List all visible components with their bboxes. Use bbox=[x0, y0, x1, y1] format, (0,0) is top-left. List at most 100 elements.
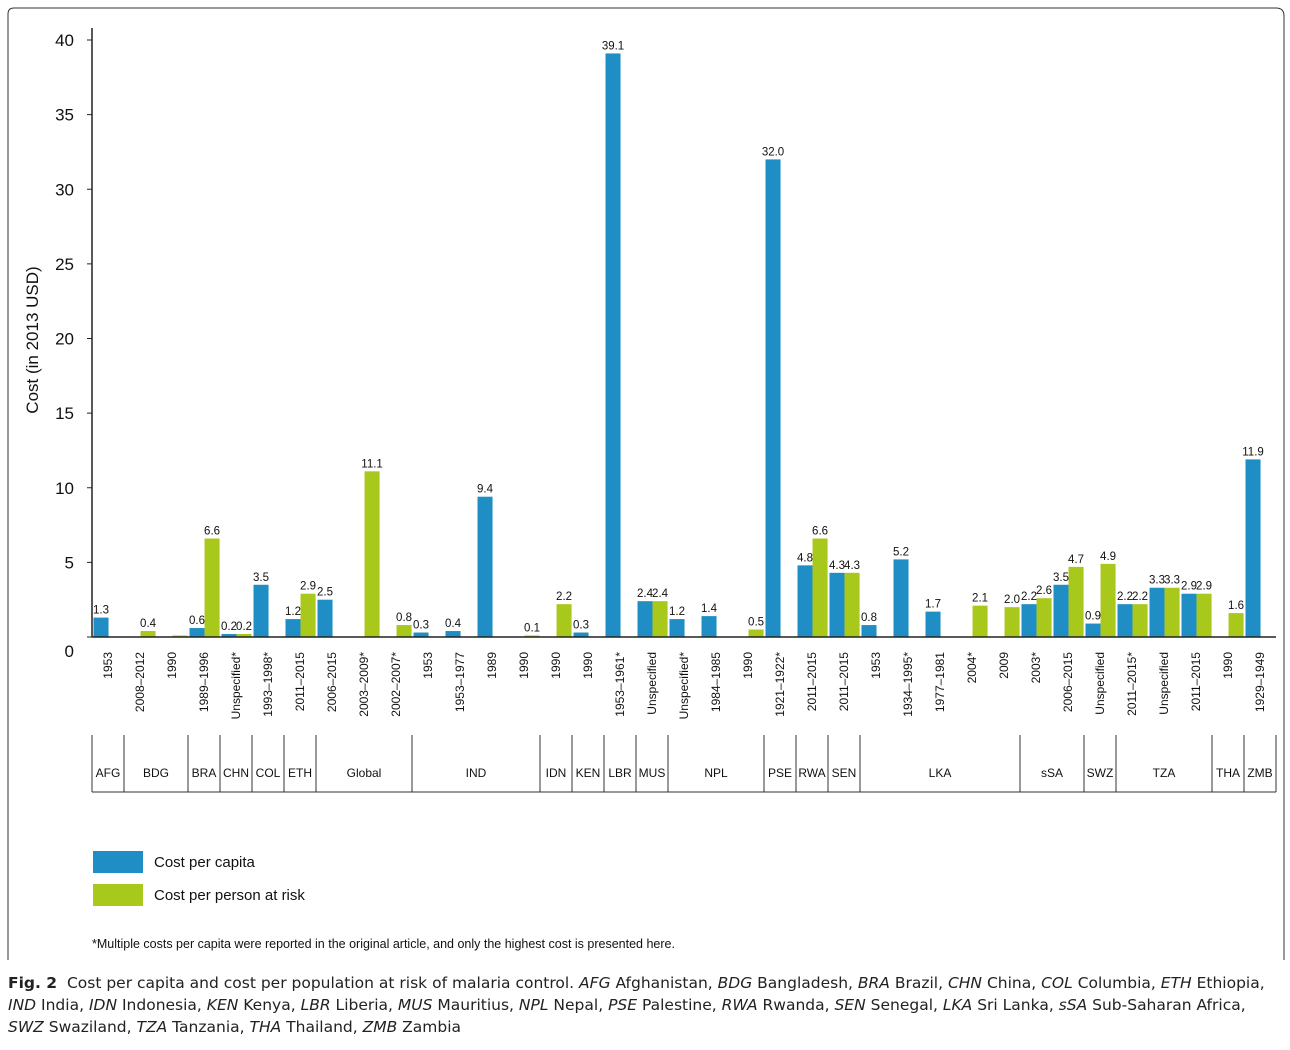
bar-cost-per-capita bbox=[413, 632, 429, 637]
abbreviation-code: ZMB bbox=[362, 1018, 398, 1036]
footnote: *Multiple costs per capita were reported… bbox=[92, 937, 675, 951]
bar-cost-per-person-at-risk bbox=[1228, 613, 1244, 637]
abbreviation-code: MUS bbox=[397, 996, 433, 1014]
abbreviation-meaning: China, bbox=[982, 974, 1042, 992]
abbreviation-meaning: Ethiopia, bbox=[1191, 974, 1265, 992]
group-label: PSE bbox=[768, 766, 792, 780]
x-tick-label: 1921–1922* bbox=[773, 652, 787, 717]
x-tick-label: 2006–2015 bbox=[325, 652, 339, 712]
abbreviation-code: LKA bbox=[942, 996, 973, 1014]
abbreviation-meaning: Nepal, bbox=[548, 996, 609, 1014]
abbreviation: BRA Brazil, bbox=[858, 974, 948, 992]
abbreviation-meaning: Bangladesh, bbox=[752, 974, 858, 992]
bar-value-label: 0.3 bbox=[413, 620, 429, 632]
bar-cost-per-person-at-risk bbox=[364, 471, 380, 637]
bar-value-label: 2.4 bbox=[637, 588, 654, 600]
group-label: SEN bbox=[832, 766, 857, 780]
abbreviation: KEN Kenya, bbox=[207, 996, 301, 1014]
abbreviation: sSA Sub-Saharan Africa, bbox=[1059, 996, 1246, 1014]
bar-cost-per-capita bbox=[765, 159, 781, 637]
x-tick-label: 2006–2015 bbox=[1061, 652, 1075, 712]
x-tick-label: 1953–1977 bbox=[453, 652, 467, 712]
group-label: sSA bbox=[1041, 766, 1063, 780]
x-tick-label: 2011–2015* bbox=[1125, 652, 1139, 716]
bar-value-label: 6.6 bbox=[812, 525, 828, 537]
bar-value-label: 4.3 bbox=[829, 560, 845, 572]
group-label: THA bbox=[1216, 766, 1240, 780]
bar-cost-per-capita bbox=[477, 496, 493, 637]
y-tick-label: 0 bbox=[65, 642, 74, 661]
caption-text: Cost per capita and cost per population … bbox=[66, 974, 575, 992]
abbreviation-meaning: Palestine, bbox=[637, 996, 722, 1014]
x-tick-label: 2011–2015 bbox=[805, 652, 819, 712]
bar-value-label: 9.4 bbox=[477, 484, 494, 496]
group-label: MUS bbox=[639, 766, 666, 780]
bar-cost-per-person-at-risk bbox=[972, 605, 988, 637]
bar-cost-per-person-at-risk bbox=[140, 631, 156, 637]
x-tick-label: 2011–2015 bbox=[293, 652, 307, 712]
bar-value-label: 1.6 bbox=[1228, 600, 1244, 612]
abbreviation-meaning: Mauritius, bbox=[432, 996, 519, 1014]
abbreviation-code: KEN bbox=[206, 996, 239, 1014]
bar-value-label: 2.9 bbox=[1181, 581, 1197, 593]
bar-value-label: 1.2 bbox=[285, 606, 301, 618]
bar-cost-per-capita bbox=[221, 634, 237, 637]
bar-value-label: 2.1 bbox=[972, 593, 988, 605]
bar-value-label: 0.6 bbox=[189, 615, 205, 627]
abbreviation-meaning: Sri Lanka, bbox=[972, 996, 1059, 1014]
group-label: Global bbox=[347, 766, 382, 780]
bar-cost-per-capita bbox=[605, 53, 621, 638]
x-axis: 1953 2008–2012 1990 1989–1996 Unspecified* 19… bbox=[92, 636, 1276, 720]
country-groups: AFG BDG BRA CHN COL ETH Global IND IDN KEN LBR MUS N… bbox=[91, 735, 1277, 793]
bar-value-label: 0.4 bbox=[140, 618, 157, 630]
bar-value-label: 1.4 bbox=[701, 603, 718, 615]
x-tick-label: 2011–2015 bbox=[1189, 652, 1203, 712]
y-tick-label: 10 bbox=[55, 479, 74, 498]
bar-cost-per-person-at-risk bbox=[1100, 563, 1116, 637]
bar-value-label: 1.3 bbox=[93, 605, 109, 617]
bar-value-label: 0.8 bbox=[396, 612, 412, 624]
abbreviation: MUS Mauritius, bbox=[398, 996, 519, 1014]
bar-cost-per-person-at-risk bbox=[556, 604, 572, 637]
bar-cost-per-capita bbox=[637, 601, 653, 637]
bar-cost-per-person-at-risk bbox=[748, 629, 764, 637]
abbreviation: SWZ Swaziland, bbox=[8, 1018, 137, 1036]
bar-cost-per-person-at-risk bbox=[652, 601, 668, 637]
x-tick-label: 1934–1995* bbox=[901, 652, 915, 717]
abbreviation-code: sSA bbox=[1058, 996, 1088, 1014]
bar-value-label: 0.2 bbox=[221, 621, 237, 633]
group-label: ZMB bbox=[1247, 766, 1272, 780]
x-tick-label: 1953 bbox=[421, 652, 435, 679]
bar-cost-per-capita bbox=[1085, 623, 1101, 637]
bar-cost-per-capita bbox=[573, 632, 589, 637]
bar-cost-per-capita bbox=[445, 631, 461, 637]
bar-value-label: 1.2 bbox=[669, 606, 685, 618]
abbreviation-code: LBR bbox=[300, 996, 331, 1014]
bar-value-label: 5.2 bbox=[893, 546, 909, 558]
x-tick-label: 2003* bbox=[1029, 652, 1043, 684]
bar-cost-per-capita bbox=[317, 599, 333, 637]
figure-label: Fig. 2 bbox=[8, 974, 58, 992]
x-tick-label: 2008–2012 bbox=[133, 652, 147, 712]
x-tick-label: 1953 bbox=[869, 652, 883, 679]
abbreviation-code: BDG bbox=[717, 974, 753, 992]
legend-label-cost-per-capita: Cost per capita bbox=[154, 854, 256, 871]
x-tick-label: 1993–1998* bbox=[261, 652, 275, 717]
group-label: LKA bbox=[929, 766, 952, 780]
abbreviation: ETH Ethiopia, bbox=[1161, 974, 1265, 992]
bar-value-label: 0.8 bbox=[861, 612, 877, 624]
x-tick-label: 2002–2007* bbox=[389, 652, 403, 717]
y-tick-label: 35 bbox=[55, 106, 74, 125]
x-tick-label: 1953 bbox=[101, 652, 115, 679]
bar-value-label: 39.1 bbox=[602, 40, 624, 52]
abbreviation-code: SWZ bbox=[8, 1018, 44, 1036]
bar-labels: 1.30.6 0.23.51.22.50.3 0.49.40.339.12.41.2… bbox=[93, 40, 1264, 634]
abbreviation-meaning: Brazil, bbox=[889, 974, 948, 992]
bar-cost-per-capita bbox=[189, 628, 205, 637]
abbreviation-code: COL bbox=[1041, 974, 1073, 992]
x-tick-label: Unspecified* bbox=[677, 652, 691, 720]
x-tick-label: 1990 bbox=[1221, 652, 1235, 679]
bar-cost-per-capita bbox=[93, 617, 109, 637]
x-tick-label: 1990 bbox=[581, 652, 595, 679]
